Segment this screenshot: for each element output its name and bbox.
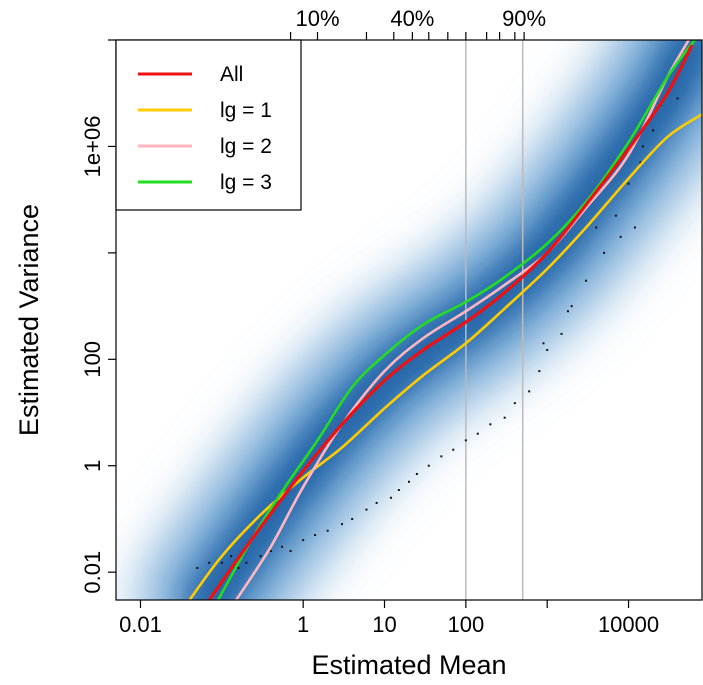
scatter-point: [639, 161, 642, 164]
scatter-point: [340, 523, 343, 526]
top-quantile-axis: 10% 40% 90%: [289, 6, 546, 40]
x-tick-label: 10000: [598, 612, 659, 637]
scatter-point: [196, 566, 199, 569]
scatter-point: [603, 251, 606, 254]
scatter-point: [427, 464, 430, 467]
scatter-point: [208, 561, 211, 564]
x-axis-title: Estimated Mean: [311, 650, 506, 680]
scatter-point: [245, 561, 248, 564]
scatter-point: [351, 517, 354, 520]
scatter-point: [513, 402, 516, 405]
scatter-point: [595, 226, 598, 229]
y-tick-label: 100: [80, 341, 105, 378]
scatter-point: [585, 279, 588, 282]
scatter-point: [464, 439, 467, 442]
scatter-point: [619, 235, 622, 238]
series-line-lg-3: [216, 40, 696, 600]
scatter-point: [542, 342, 545, 345]
scatter-point: [389, 496, 392, 499]
scatter-point: [489, 423, 492, 426]
scatter-point: [415, 472, 418, 475]
top-tick-label: 10%: [295, 6, 339, 31]
scatter-point: [538, 370, 541, 373]
y-tick-label: 1e+06: [80, 116, 105, 178]
scatter-point: [302, 539, 305, 542]
legend: All lg = 1 lg = 2 lg = 3: [115, 39, 302, 211]
scatter-point: [289, 549, 292, 552]
series-line-lg-2: [235, 40, 690, 600]
x-tick-label: 10: [372, 612, 396, 637]
y-tick-label: 1: [80, 460, 105, 472]
scatter-point: [633, 226, 636, 229]
y-tick-label: 0.01: [80, 551, 105, 594]
legend-box: [115, 39, 302, 211]
scatter-point: [440, 455, 443, 458]
scatter-point: [641, 145, 644, 148]
scatter-point: [560, 332, 563, 335]
series-line-all: [207, 44, 694, 600]
x-tick-label: 0.01: [119, 612, 162, 637]
scatter-point: [269, 549, 272, 552]
y-axis: 0.01 1 100 1e+06: [80, 39, 116, 594]
scatter-point: [614, 214, 617, 217]
legend-label: lg = 2: [220, 135, 272, 158]
scatter-point: [570, 305, 573, 308]
reference-lines: [465, 40, 524, 600]
series-line-lg-1: [188, 113, 702, 600]
scatter-point: [476, 432, 479, 435]
scatter-point: [528, 390, 531, 393]
legend-label: lg = 3: [220, 171, 272, 194]
scatter-point: [230, 555, 233, 558]
scatter-point: [220, 561, 223, 564]
scatter-point: [566, 310, 569, 313]
plot-frame: [115, 39, 703, 601]
scatter-point: [676, 97, 679, 100]
scatter-point: [365, 508, 368, 511]
legend-label: lg = 1: [220, 99, 272, 122]
top-tick-label: 40%: [390, 6, 434, 31]
scatter-point: [452, 448, 455, 451]
x-axis: 0.01 1 10 100 10000: [119, 600, 659, 637]
scatter-points: [196, 82, 679, 569]
fitted-curves: [188, 40, 702, 600]
x-tick-label: 100: [447, 612, 484, 637]
scatter-point: [408, 480, 410, 483]
legend-label: All: [220, 63, 243, 86]
scatter-point: [546, 348, 549, 351]
scatter-point: [326, 529, 329, 532]
scatter-point: [375, 501, 378, 504]
y-axis-title: Estimated Variance: [14, 204, 44, 436]
scatter-point: [237, 566, 240, 569]
scatter-point: [652, 129, 655, 132]
scatter-point: [397, 489, 400, 492]
scatter-point: [259, 555, 262, 558]
scatter-point: [503, 416, 506, 419]
scatter-point: [314, 533, 317, 536]
top-tick-label: 90%: [502, 6, 546, 31]
scatter-point: [281, 545, 284, 548]
scatter-point: [627, 182, 630, 185]
x-tick-label: 1: [297, 612, 309, 637]
